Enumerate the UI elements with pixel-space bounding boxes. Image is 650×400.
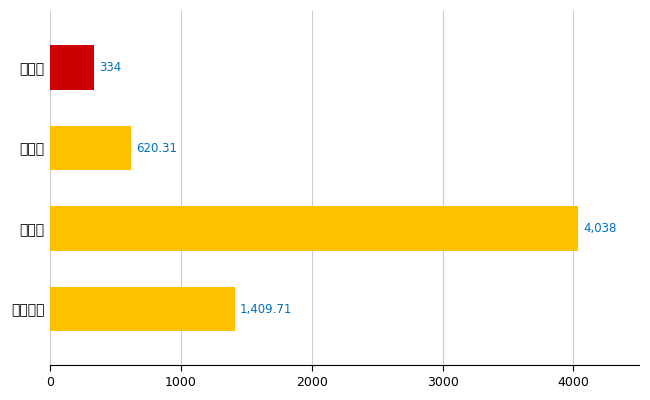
Text: 334: 334 [99, 61, 122, 74]
Text: 4,038: 4,038 [584, 222, 617, 235]
Bar [50, 206, 578, 251]
Bar [50, 45, 94, 90]
Bar [50, 287, 235, 331]
Text: 620.31: 620.31 [136, 142, 177, 154]
Text: 1,409.71: 1,409.71 [240, 302, 292, 316]
Bar [50, 126, 131, 170]
